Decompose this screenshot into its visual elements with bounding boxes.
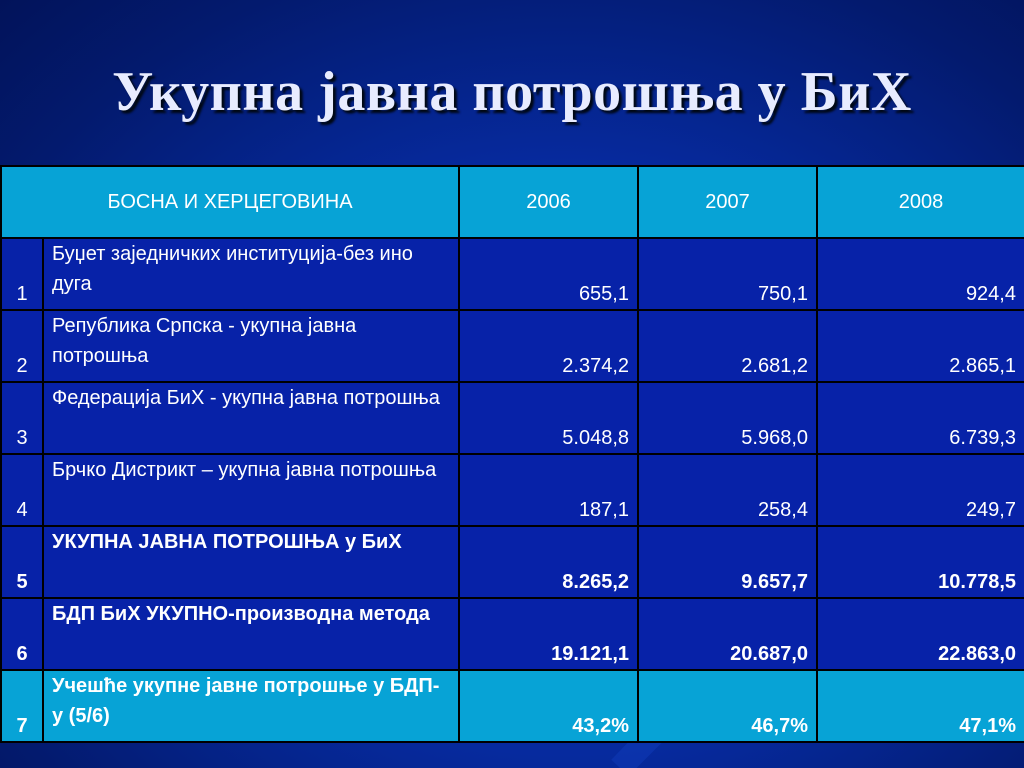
row-value-2008: 6.739,3 — [816, 381, 1024, 455]
table-row: 3 Федерација БиХ - укупна јавна потрошња 5… — [0, 381, 1024, 455]
row-label: УКУПНА ЈАВНА ПОТРОШЊА у БиХ — [42, 525, 460, 599]
table-header-row: БОСНА И ХЕРЦЕГОВИНА 2006 2007 2008 — [0, 165, 1024, 239]
row-label: Буџет заједничких институција-без ино ду… — [42, 237, 460, 311]
row-value-2006: 187,1 — [458, 453, 639, 527]
header-country-label: БОСНА И ХЕРЦЕГОВИНА — [0, 165, 460, 239]
row-value-2007: 9.657,7 — [637, 525, 818, 599]
table-row: 1 Буџет заједничких институција-без ино д… — [0, 237, 1024, 311]
row-value-2008: 10.778,5 — [816, 525, 1024, 599]
row-number: 5 — [0, 525, 44, 599]
row-value-2007: 46,7% — [637, 669, 818, 743]
row-label: БДП БиХ УКУПНО-производна метода — [42, 597, 460, 671]
row-label: Република Српска - укупна јавна потрошња — [42, 309, 460, 383]
row-value-2006: 2.374,2 — [458, 309, 639, 383]
row-value-2008: 2.865,1 — [816, 309, 1024, 383]
slide-title: Укупна јавна потрошња у БиХ — [112, 61, 912, 123]
row-value-2007: 2.681,2 — [637, 309, 818, 383]
row-label: Федерација БиХ - укупна јавна потрошња — [42, 381, 460, 455]
table-row: 7 Учешће укупне јавне потрошње у БДП-у (5… — [0, 669, 1024, 743]
header-year-2006: 2006 — [458, 165, 639, 239]
row-label: Брчко Дистрикт – укупна јавна потрошња — [42, 453, 460, 527]
table-row: 2 Република Српска - укупна јавна потрошњ… — [0, 309, 1024, 383]
table-row: 5 УКУПНА ЈАВНА ПОТРОШЊА у БиХ 8.265,2 9.657… — [0, 525, 1024, 599]
row-label: Учешће укупне јавне потрошње у БДП-у (5/… — [42, 669, 460, 743]
row-value-2006: 8.265,2 — [458, 525, 639, 599]
row-value-2007: 750,1 — [637, 237, 818, 311]
expenditure-table: БОСНА И ХЕРЦЕГОВИНА 2006 2007 2008 1 Буџе… — [0, 165, 1024, 743]
table-row: 6 БДП БиХ УКУПНО-производна метода 19.121,… — [0, 597, 1024, 671]
row-number: 6 — [0, 597, 44, 671]
row-value-2006: 655,1 — [458, 237, 639, 311]
header-year-2008: 2008 — [816, 165, 1024, 239]
row-number: 1 — [0, 237, 44, 311]
row-value-2008: 249,7 — [816, 453, 1024, 527]
row-value-2007: 258,4 — [637, 453, 818, 527]
row-value-2008: 924,4 — [816, 237, 1024, 311]
row-number: 2 — [0, 309, 44, 383]
row-value-2007: 20.687,0 — [637, 597, 818, 671]
row-value-2007: 5.968,0 — [637, 381, 818, 455]
row-value-2006: 19.121,1 — [458, 597, 639, 671]
row-number: 7 — [0, 669, 44, 743]
row-number: 3 — [0, 381, 44, 455]
row-number: 4 — [0, 453, 44, 527]
row-value-2006: 43,2% — [458, 669, 639, 743]
table-row: 4 Брчко Дистрикт – укупна јавна потрошња 1… — [0, 453, 1024, 527]
row-value-2008: 47,1% — [816, 669, 1024, 743]
row-value-2008: 22.863,0 — [816, 597, 1024, 671]
row-value-2006: 5.048,8 — [458, 381, 639, 455]
header-year-2007: 2007 — [637, 165, 818, 239]
